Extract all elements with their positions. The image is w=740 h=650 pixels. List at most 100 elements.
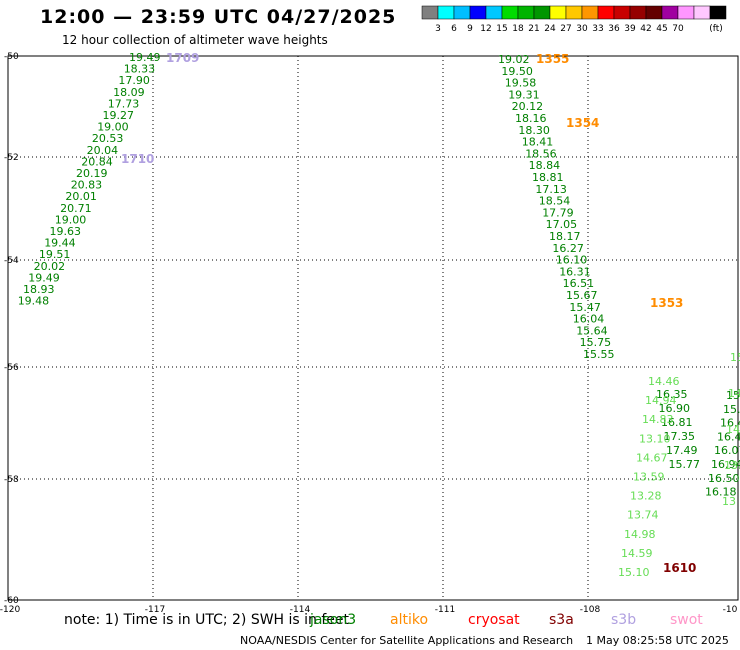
wave-height-label: 20.84 bbox=[81, 155, 113, 168]
map-title: 12:00 — 23:59 UTC 04/27/2025 bbox=[40, 6, 397, 28]
wave-height-label: 20.83 bbox=[71, 179, 103, 192]
wave-height-label: 15.64 bbox=[576, 324, 608, 337]
legend-label: 18 bbox=[512, 24, 524, 34]
wave-height-label: 17.73 bbox=[108, 97, 140, 110]
lon-tick-label: -114 bbox=[290, 605, 311, 615]
wave-height-label: 13 bbox=[722, 495, 736, 508]
legend-label: 24 bbox=[544, 24, 556, 34]
wave-height-label: 20.02 bbox=[34, 260, 66, 273]
wave-height-label: 19.44 bbox=[44, 237, 75, 250]
wave-height-label: 18.16 bbox=[515, 112, 547, 125]
wave-height-label: 19.49 bbox=[129, 51, 161, 64]
wave-height-label: 16.04 bbox=[573, 313, 605, 326]
legend-label: 36 bbox=[608, 24, 620, 34]
lon-tick-label: -117 bbox=[145, 605, 165, 615]
wave-height-label: 16.50 bbox=[708, 472, 740, 485]
wave-height-label: 16.51 bbox=[563, 277, 595, 290]
legend-label: 70 bbox=[672, 24, 684, 34]
lon-tick-label: -108 bbox=[580, 605, 601, 615]
wave-height-label: 18.81 bbox=[532, 171, 564, 184]
wave-height-label: 20.71 bbox=[60, 202, 92, 215]
wave-height-label: 15.45 bbox=[723, 403, 740, 416]
wave-height-label: 19.00 bbox=[97, 121, 129, 134]
wave-height-label: 16.90 bbox=[659, 402, 691, 415]
wave-height-label: 13.28 bbox=[630, 490, 662, 503]
wave-height-label: 14.98 bbox=[624, 528, 656, 541]
wave-height-label: 20.04 bbox=[87, 144, 119, 157]
wave-height-label: 19.58 bbox=[505, 77, 537, 90]
wave-height-label: 19.51 bbox=[39, 248, 71, 261]
wave-height-label: 18.41 bbox=[522, 136, 554, 149]
wave-height-label: 16.27 bbox=[552, 242, 584, 255]
satellite-cryosat: cryosat bbox=[468, 612, 520, 628]
wave-height-label: 15.47 bbox=[569, 301, 601, 314]
wave-height-label: 14.20 bbox=[726, 423, 740, 436]
wave-height-label: 19.31 bbox=[508, 88, 540, 101]
satellite-s3b: s3b bbox=[611, 612, 637, 628]
wave-height-label: 20.12 bbox=[512, 100, 543, 113]
wave-height-label: 17.35 bbox=[664, 430, 696, 443]
wave-height-label: 20.19 bbox=[76, 167, 108, 180]
legend-label: 6 bbox=[451, 24, 457, 34]
satellite-altiko: altiko bbox=[390, 612, 429, 628]
color-legend: 3 6 9 12 15 18 21 24 27 30 33 36 39 42 45 70 (ft) bbox=[421, 5, 727, 34]
wave-height-label: 16.31 bbox=[559, 265, 591, 278]
wave-height-label: 16.10 bbox=[556, 254, 588, 267]
wave-height-label: 14.2 bbox=[728, 387, 740, 400]
wave-height-label: 15.75 bbox=[580, 336, 612, 349]
wave-height-label: 17.49 bbox=[666, 444, 698, 457]
wave-height-label: 16.35 bbox=[656, 388, 688, 401]
wave-height-label: 16.18 bbox=[705, 486, 737, 499]
map-subtitle: 12 hour collection of altimeter wave hei… bbox=[62, 33, 328, 47]
legend-swatch bbox=[709, 5, 727, 20]
legend-label: 30 bbox=[576, 24, 588, 34]
time-label: 1353 bbox=[650, 296, 683, 310]
wave-height-label: 14.67 bbox=[636, 451, 668, 464]
satellite-jason3: jason3 bbox=[310, 612, 357, 628]
lat-tick-label: -50 bbox=[4, 52, 19, 62]
wave-height-label: 16.94 bbox=[711, 458, 740, 471]
wave-height-label: 16.81 bbox=[661, 416, 693, 429]
wave-height-label: 20.53 bbox=[92, 132, 124, 145]
legend-label: 39 bbox=[624, 24, 636, 34]
wave-height-label: 15 bbox=[730, 351, 740, 364]
wave-height-label: 14.59 bbox=[621, 547, 653, 560]
wave-height-label: 17.79 bbox=[542, 206, 574, 219]
legend-label: 27 bbox=[560, 24, 571, 34]
wave-height-label: 18.56 bbox=[525, 147, 557, 160]
wave-height-label: 14.46 bbox=[648, 375, 680, 388]
wave-height-label: 14.83 bbox=[642, 413, 674, 426]
wave-height-label: 15.90 bbox=[726, 389, 740, 402]
wave-height-label: 19.27 bbox=[103, 109, 135, 122]
wave-height-label: 18.93 bbox=[23, 283, 55, 296]
time-label: 1709 bbox=[166, 51, 199, 65]
generated-timestamp: 1 May 08:25:58 UTC 2025 bbox=[586, 634, 729, 647]
wave-height-label: 16.41 bbox=[717, 430, 740, 443]
legend-label: 9 bbox=[467, 24, 473, 34]
wave-height-label: 15.10 bbox=[618, 566, 650, 579]
wave-height-label: 18.30 bbox=[518, 124, 550, 137]
wave-height-label: 18.17 bbox=[549, 230, 581, 243]
wave-height-label: 19.49 bbox=[28, 271, 60, 284]
wave-height-label: 18.84 bbox=[529, 159, 561, 172]
legend-label: 21 bbox=[528, 24, 539, 34]
wave-height-label: 19.63 bbox=[50, 225, 82, 238]
legend-label: 45 bbox=[656, 24, 667, 34]
legend-label: 15 bbox=[496, 24, 507, 34]
lat-tick-label: -56 bbox=[4, 363, 19, 373]
wave-height-label: 13.74 bbox=[627, 509, 659, 522]
credit-text: NOAA/NESDIS Center for Satellite Applica… bbox=[240, 634, 574, 647]
wave-height-label: 16.44 bbox=[720, 417, 740, 430]
wave-height-label: 20.01 bbox=[65, 190, 97, 203]
wave-height-label: 13. bbox=[724, 459, 740, 472]
lat-tick-label: -54 bbox=[4, 256, 19, 266]
wave-height-label: 15.67 bbox=[566, 289, 598, 302]
wave-height-label: 13.10 bbox=[639, 432, 671, 445]
wave-height-label: 16.07 bbox=[714, 444, 740, 457]
lat-tick-label: -52 bbox=[4, 153, 19, 163]
wave-height-label: 19.48 bbox=[18, 295, 50, 308]
footer-note: note: 1) Time is in UTC; 2) SWH is in fe… bbox=[64, 612, 350, 628]
wave-height-label: 19.02 bbox=[498, 53, 530, 66]
lat-tick-label: -58 bbox=[4, 475, 19, 485]
